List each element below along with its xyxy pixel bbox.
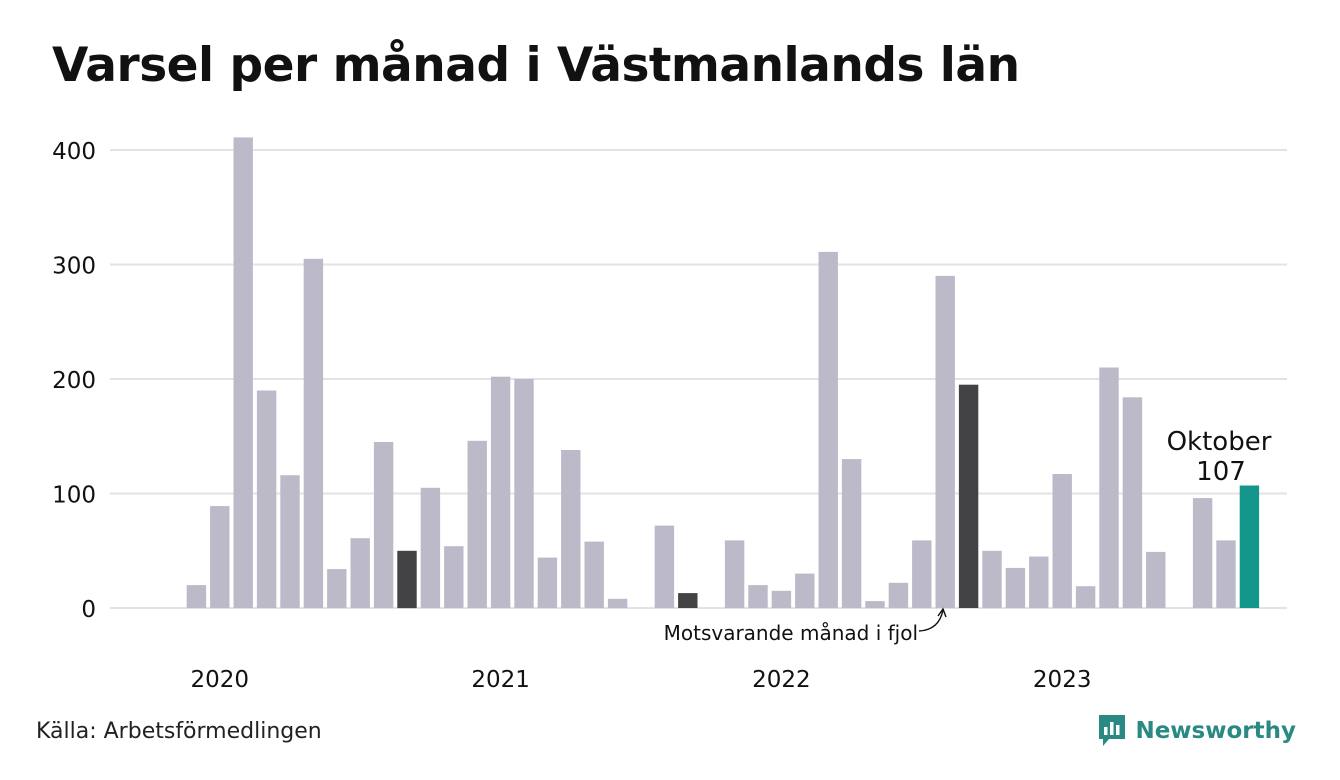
annotations: Motsvarande månad i fjol Oktober 107 bbox=[664, 427, 1272, 645]
bar bbox=[327, 569, 347, 608]
brand-name: Newsworthy bbox=[1135, 718, 1296, 744]
bar bbox=[233, 137, 253, 608]
year-label: 2020 bbox=[191, 667, 250, 693]
y-tick-label: 200 bbox=[52, 368, 96, 394]
comparison-arrowhead bbox=[937, 607, 947, 618]
bar bbox=[1075, 586, 1096, 608]
bar bbox=[771, 590, 792, 608]
bar bbox=[420, 487, 441, 608]
bar bbox=[1099, 367, 1119, 608]
bar bbox=[841, 459, 862, 608]
bar bbox=[561, 450, 581, 608]
y-axis: 0 100 200 300 400 bbox=[52, 139, 96, 623]
bar bbox=[1146, 551, 1166, 608]
bar bbox=[350, 538, 370, 608]
year-label: 2023 bbox=[1033, 667, 1092, 693]
source-note: Källa: Arbetsförmedlingen bbox=[36, 719, 322, 744]
bars bbox=[186, 137, 1260, 609]
bar bbox=[210, 506, 230, 608]
bar bbox=[888, 582, 909, 608]
bar bbox=[678, 593, 698, 608]
bar bbox=[795, 573, 815, 608]
bar bbox=[724, 540, 745, 608]
chart-title: Varsel per månad i Västmanlands län bbox=[52, 38, 1020, 93]
bar bbox=[818, 251, 838, 608]
bar bbox=[654, 525, 675, 608]
bar bbox=[1239, 485, 1260, 608]
bar bbox=[1192, 498, 1213, 608]
y-tick-label: 400 bbox=[52, 139, 96, 165]
current-month-value: 107 bbox=[1196, 457, 1246, 487]
bar bbox=[514, 379, 534, 608]
bar bbox=[397, 550, 417, 609]
comparison-annotation: Motsvarande månad i fjol bbox=[664, 621, 918, 645]
y-tick-label: 0 bbox=[81, 597, 96, 623]
bar bbox=[1216, 540, 1236, 608]
x-axis: 2020 2021 2022 2023 bbox=[191, 667, 1092, 693]
bar bbox=[373, 442, 394, 608]
bar bbox=[748, 585, 768, 608]
bar bbox=[912, 540, 932, 608]
bar-chart: 0 100 200 300 400 2020 2021 2022 2023 Motsvaran… bbox=[52, 137, 1287, 693]
bar bbox=[444, 546, 464, 608]
comparison-arrow bbox=[918, 609, 944, 632]
bar bbox=[1122, 397, 1143, 608]
bar bbox=[467, 440, 487, 608]
bar bbox=[186, 585, 207, 608]
year-label: 2021 bbox=[471, 667, 530, 693]
bar bbox=[982, 550, 1002, 609]
bar bbox=[584, 541, 604, 608]
bar bbox=[935, 275, 955, 608]
brand-logo: Newsworthy bbox=[1097, 713, 1296, 749]
bar bbox=[280, 475, 300, 608]
bar bbox=[1052, 474, 1072, 608]
year-label: 2022 bbox=[752, 667, 811, 693]
bar bbox=[303, 258, 324, 608]
bar bbox=[958, 384, 979, 608]
newsworthy-bar-icon bbox=[1099, 715, 1126, 746]
bar bbox=[865, 601, 885, 608]
bar bbox=[490, 376, 511, 608]
bar bbox=[537, 557, 558, 608]
bar bbox=[1005, 567, 1026, 608]
bar bbox=[256, 390, 277, 608]
bar bbox=[1029, 556, 1049, 608]
y-tick-label: 100 bbox=[52, 483, 96, 509]
y-tick-label: 300 bbox=[52, 254, 96, 280]
bar bbox=[607, 598, 628, 608]
current-month-label: Oktober bbox=[1167, 427, 1272, 457]
